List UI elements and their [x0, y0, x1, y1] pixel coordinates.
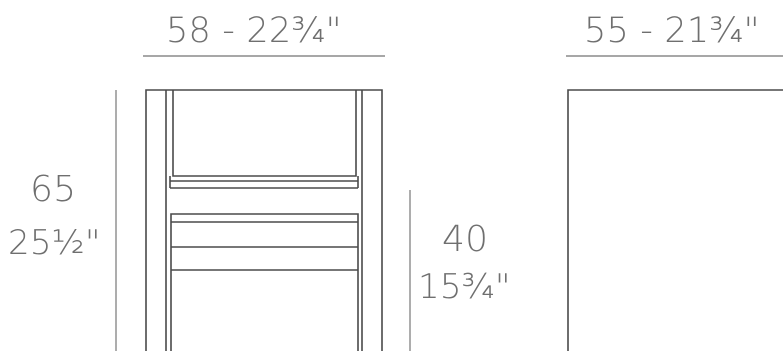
front-view [145, 89, 383, 351]
front-backrest [172, 90, 357, 177]
width-front-label: 58 - 22¾" [166, 11, 342, 51]
width-side-label: 55 - 21¾" [584, 11, 760, 51]
seat-height-in-label: 15¾" [418, 267, 511, 307]
side-view [567, 89, 783, 351]
height-cm-label: 65 [30, 169, 77, 210]
side-frame [567, 89, 783, 351]
height-in-label: 25½" [8, 223, 101, 263]
seat-height-cm-label: 40 [442, 219, 489, 260]
dimension-lines [115, 55, 783, 351]
front-left-leg-outer [145, 89, 383, 351]
front-seat-top [170, 213, 359, 222]
